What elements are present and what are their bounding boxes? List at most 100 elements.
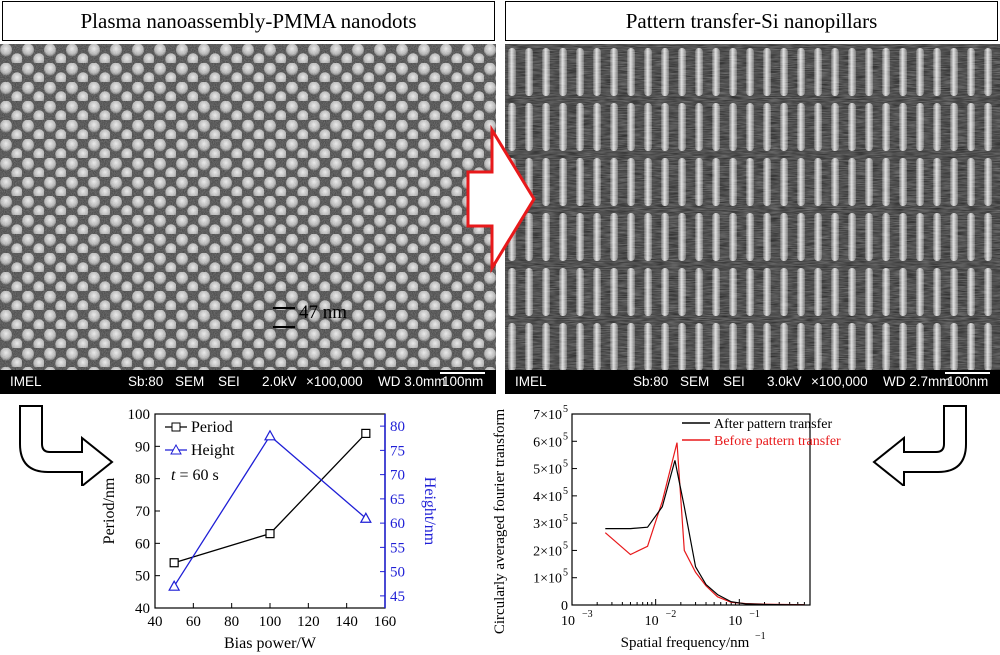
y-tick-exponent: 5: [563, 459, 568, 470]
period-point: [361, 428, 371, 438]
nanopillar-texture: [505, 44, 1000, 374]
height-point: [359, 512, 372, 523]
y-tick-label: 0: [561, 599, 568, 614]
y2-tick-label: 60: [390, 516, 405, 532]
x-tick-label: 10: [728, 614, 742, 629]
left-sem-image: 47 nm IMEL Sb:80 SEM SEI 2.0kV ×100,000 …: [0, 44, 496, 394]
scale-bar: 100nm: [945, 372, 991, 392]
left-bent-arrow-icon: [19, 405, 114, 486]
y-tick-exponent: 5: [563, 513, 568, 524]
time-annotation-value: = 60 s: [175, 467, 218, 484]
databar-mode: SEM: [175, 374, 205, 389]
y-axis-label: Circularly averaged fourier transform: [492, 409, 508, 635]
y-tick-exponent: 5: [563, 540, 568, 551]
databar-detector: SEI: [723, 374, 745, 389]
right-panel-title: Pattern transfer-Si nanopillars: [505, 1, 998, 41]
x-axis-label-exponent: −1: [755, 631, 766, 642]
databar-voltage: 3.0kV: [767, 374, 802, 389]
height-point: [168, 579, 181, 591]
after-transfer-line: [605, 460, 805, 606]
period-point: [169, 558, 179, 568]
y-tick-label: 7×10: [533, 408, 562, 423]
y-tick-exponent: 5: [563, 431, 568, 442]
before-transfer-line: [604, 442, 805, 606]
x-tick-exponent: −3: [582, 609, 593, 620]
y-tick-label: 70: [135, 504, 150, 520]
feature-size-label: 47 nm: [299, 302, 348, 323]
x-axis-label: Spatial frequency/nm: [621, 635, 750, 651]
left-panel-title: Plasma nanoassembly-PMMA nanodots: [2, 1, 495, 41]
x-tick-label: 120: [297, 614, 320, 630]
y-tick-label: 100: [128, 407, 151, 423]
y-tick-label: 60: [135, 536, 150, 552]
right-panel-title-text: Pattern transfer-Si nanopillars: [625, 8, 878, 33]
legend-height-marker: [170, 443, 182, 455]
x-tick-exponent: −1: [749, 609, 760, 620]
y-tick-label: 4×10: [533, 490, 562, 505]
databar-wd: WD 2.7mm: [883, 374, 951, 389]
y-tick-exponent: 5: [563, 568, 568, 579]
y-tick-label: 5×10: [533, 463, 562, 478]
y-tick-label: 50: [135, 569, 150, 585]
databar-detector: SEI: [218, 374, 240, 389]
x-axis-label: Bias power/W: [224, 635, 317, 652]
y-tick-label: 90: [135, 439, 150, 455]
databar-voltage: 2.0kV: [262, 374, 297, 389]
y-tick-exponent: 5: [563, 486, 568, 497]
y2-tick-label: 80: [390, 419, 405, 435]
x-tick-exponent: −2: [666, 609, 677, 620]
y-tick-label: 40: [135, 601, 150, 617]
y-tick-label: 2×10: [533, 544, 562, 559]
y-axis-label: Period/nm: [101, 477, 118, 544]
scale-bar-label: 100nm: [442, 374, 484, 389]
y-tick-exponent: 5: [563, 404, 568, 415]
x-tick-label: 140: [335, 614, 358, 630]
time-annotation-var: t: [171, 467, 176, 484]
x-tick-label: 40: [148, 614, 163, 630]
left-sem-databar: IMEL Sb:80 SEM SEI 2.0kV ×100,000 WD 3.0…: [0, 370, 496, 394]
y2-tick-label: 55: [390, 540, 405, 556]
legend-height-label: Height: [191, 442, 235, 459]
x-tick-label: 10: [645, 614, 659, 629]
scale-bar: 100nm: [440, 372, 486, 392]
databar-mode: SEM: [680, 374, 710, 389]
databar-wd: WD 3.0mm: [378, 374, 446, 389]
legend-period-label: Period: [191, 419, 233, 436]
y2-tick-label: 70: [390, 468, 405, 484]
y-tick-label: 1×10: [533, 572, 562, 587]
databar-sb: Sb:80: [633, 374, 669, 389]
fourier-transform-chart: 10 −3 10 −2 10 −101×10 52×10 53×10 54×10 55×10 56×…: [492, 404, 841, 651]
legend-before-label: Before pattern transfer: [714, 434, 841, 449]
databar-mag: ×100,000: [306, 374, 363, 389]
time-annotation: t = 60 s: [171, 467, 219, 484]
right-sem-image: IMEL Sb:80 SEM SEI 3.0kV ×100,000 WD 2.7…: [505, 44, 1000, 394]
y-tick-label: 3×10: [533, 517, 562, 532]
legend-after-label: After pattern transfer: [714, 417, 832, 432]
databar-lab: IMEL: [515, 374, 547, 389]
databar-lab: IMEL: [10, 374, 42, 389]
y2-tick-label: 50: [390, 565, 405, 581]
plot-frame: [571, 413, 811, 606]
x-tick-label: 60: [186, 614, 201, 630]
x-tick-label: 100: [259, 614, 282, 630]
x-tick-label: 80: [224, 614, 239, 630]
right-bent-arrow-icon: [872, 405, 967, 486]
transfer-arrow-icon: [466, 124, 536, 274]
period-point: [265, 529, 275, 539]
y2-tick-label: 75: [390, 443, 405, 459]
height-point: [263, 429, 277, 441]
legend-period-marker: [171, 422, 181, 432]
nanodot-texture: [0, 44, 496, 374]
databar-mag: ×100,000: [811, 374, 868, 389]
y2-axis-label: Height/nm: [421, 477, 438, 546]
plot-frame: [154, 413, 386, 609]
y2-tick-label: 45: [390, 589, 405, 605]
right-sem-databar: IMEL Sb:80 SEM SEI 3.0kV ×100,000 WD 2.7…: [505, 370, 1000, 394]
left-panel-title-text: Plasma nanoassembly-PMMA nanodots: [80, 8, 417, 33]
scale-bar-label: 100nm: [947, 374, 989, 389]
y-tick-label: 6×10: [533, 435, 562, 450]
period-height-chart: 40 60 80 100 120 140 160 40 50 60 70 80 90 100 45 50 55 6…: [101, 407, 438, 652]
y-tick-label: 80: [135, 472, 150, 488]
databar-sb: Sb:80: [128, 374, 164, 389]
x-tick-label: 160: [374, 614, 397, 630]
